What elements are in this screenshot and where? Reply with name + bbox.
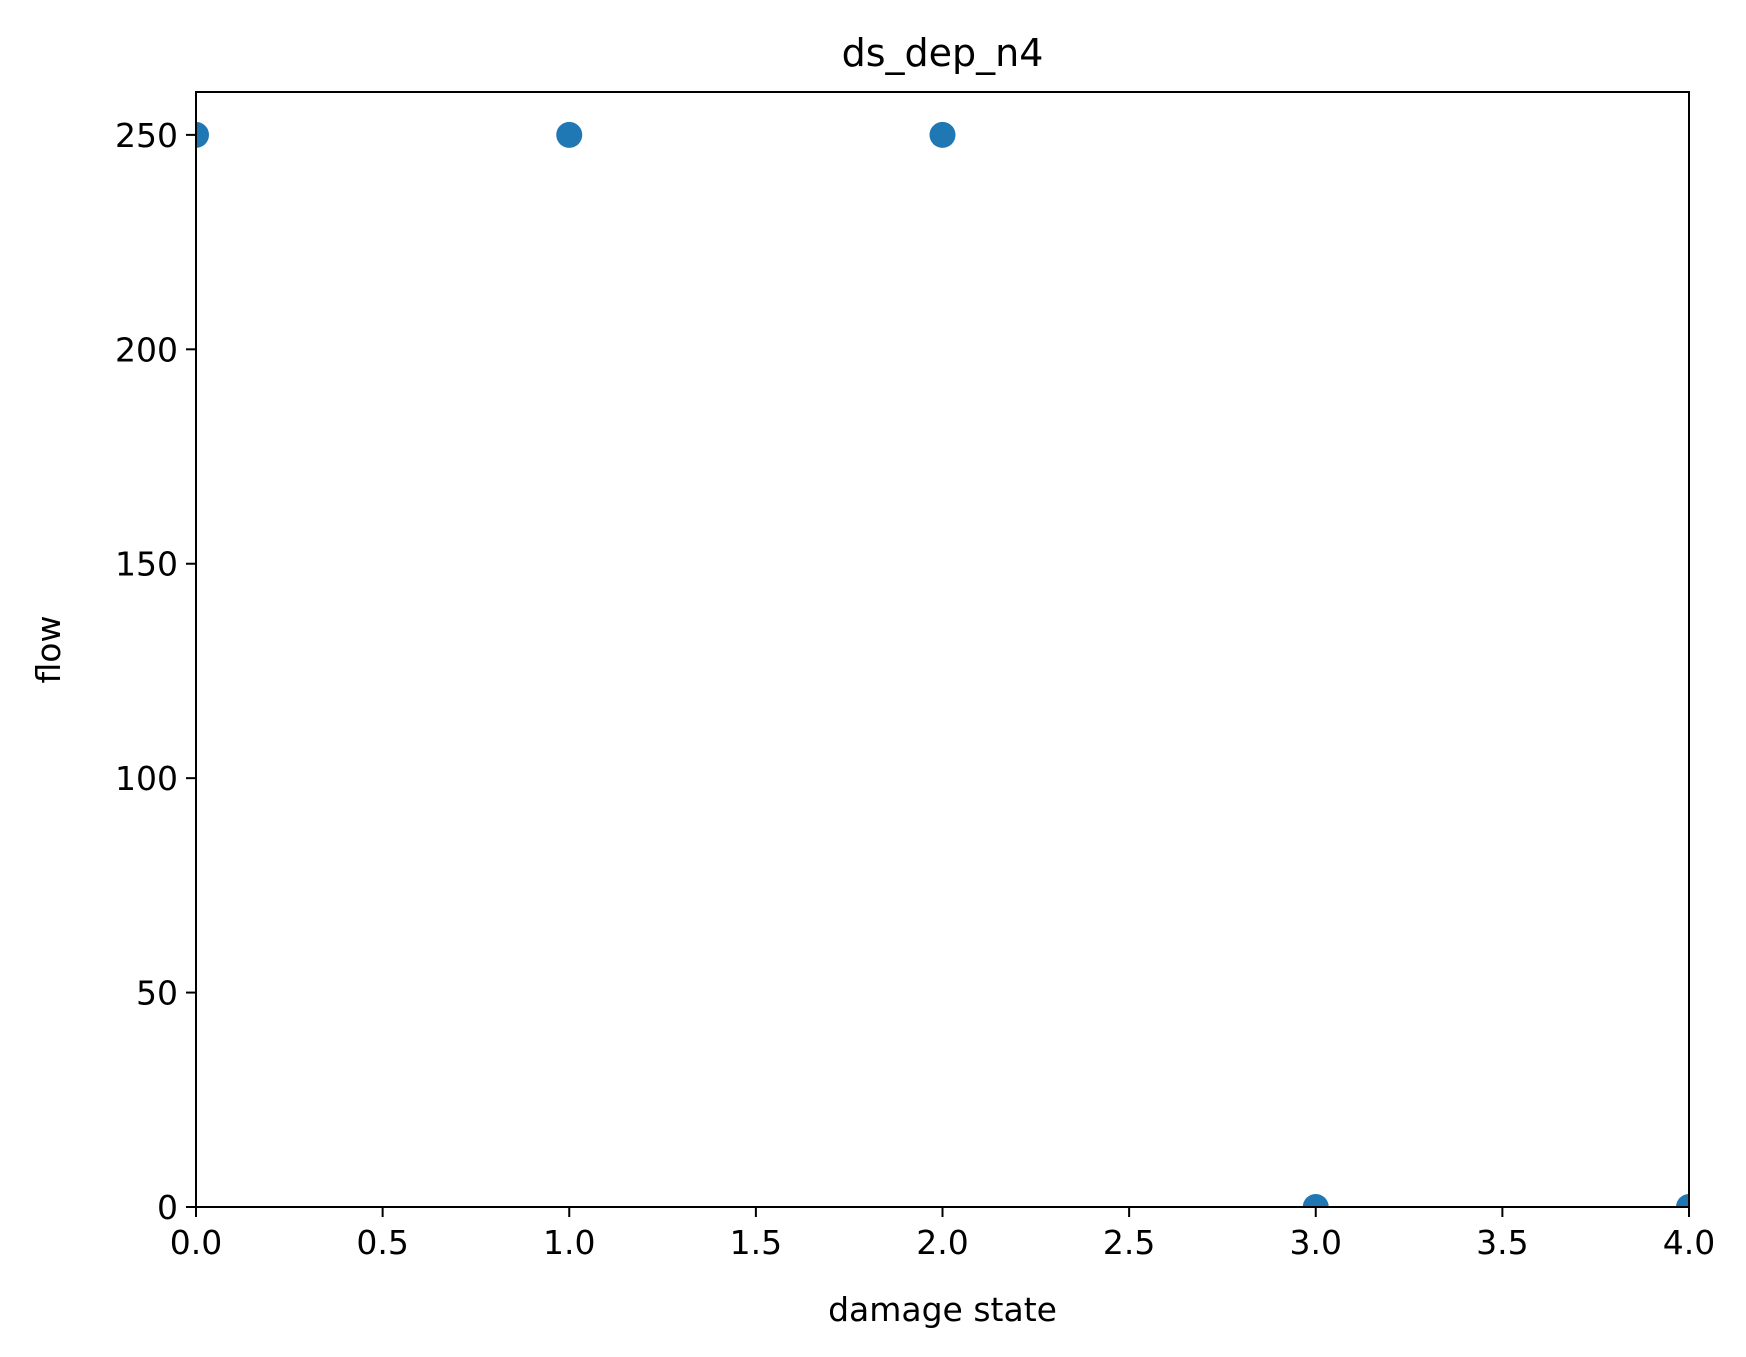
y-tick-label: 150 — [115, 545, 178, 584]
y-tick-label: 100 — [115, 759, 178, 798]
x-tick-label: 3.0 — [1290, 1223, 1342, 1262]
x-tick-label: 1.0 — [543, 1223, 595, 1262]
x-tick-label: 0.5 — [356, 1223, 408, 1262]
plot-area-frame — [195, 91, 1690, 1208]
data-point — [196, 121, 209, 148]
y-tick-label: 50 — [136, 974, 178, 1013]
chart-title: ds_dep_n4 — [842, 31, 1044, 75]
x-axis-label: damage state — [828, 1290, 1057, 1329]
x-tick-label: 3.5 — [1476, 1223, 1528, 1262]
data-points — [196, 121, 1689, 1207]
x-tick-label: 2.5 — [1103, 1223, 1155, 1262]
data-point — [556, 121, 583, 148]
x-tick-label: 1.5 — [730, 1223, 782, 1262]
y-axis-ticks: 0 50 100 150 200 250 — [115, 116, 196, 1227]
x-axis-ticks: 0.0 0.5 1.0 1.5 2.0 2.5 3.0 3.5 4.0 — [170, 1207, 1715, 1262]
y-tick-label: 0 — [157, 1188, 178, 1227]
data-point — [1676, 1194, 1689, 1207]
y-axis-label: flow — [29, 616, 68, 684]
data-point — [1302, 1194, 1329, 1207]
y-tick-label: 250 — [115, 116, 178, 155]
data-point — [929, 121, 956, 148]
x-tick-label: 0.0 — [170, 1223, 222, 1262]
y-tick-label: 200 — [115, 330, 178, 369]
x-tick-label: 2.0 — [916, 1223, 968, 1262]
x-tick-label: 4.0 — [1663, 1223, 1715, 1262]
